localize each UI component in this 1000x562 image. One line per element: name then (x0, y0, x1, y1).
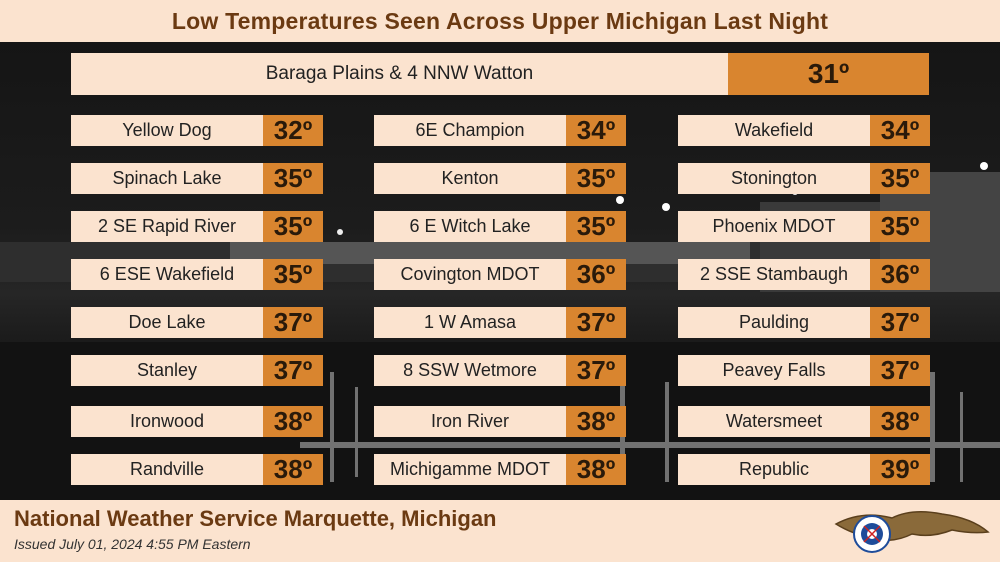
station-name: Watersmeet (678, 406, 870, 437)
station-row: Kenton 35º (374, 163, 626, 194)
station-name: Doe Lake (71, 307, 263, 338)
station-temp: 38º (263, 406, 323, 437)
station-temp: 39º (870, 454, 930, 485)
station-name: Kenton (374, 163, 566, 194)
station-temp: 32º (263, 115, 323, 146)
station-row: 6 ESE Wakefield 35º (71, 259, 323, 290)
station-row: Republic 39º (678, 454, 930, 485)
station-temp: 37º (263, 307, 323, 338)
station-temp: 35º (566, 211, 626, 242)
office-name: National Weather Service Marquette, Mich… (14, 506, 497, 531)
station-row: Covington MDOT 36º (374, 259, 626, 290)
station-name: 6E Champion (374, 115, 566, 146)
footer: National Weather Service Marquette, Mich… (0, 500, 1000, 562)
station-row: Iron River 38º (374, 406, 626, 437)
station-row: Yellow Dog 32º (71, 115, 323, 146)
station-row: Peavey Falls 37º (678, 355, 930, 386)
station-temp: 37º (870, 355, 930, 386)
station-row: 2 SE Rapid River 35º (71, 211, 323, 242)
station-temp: 34º (870, 115, 930, 146)
station-name: Stonington (678, 163, 870, 194)
station-name: Republic (678, 454, 870, 485)
station-row: 8 SSW Wetmore 37º (374, 355, 626, 386)
station-temp: 38º (566, 406, 626, 437)
station-temp: 37º (566, 355, 626, 386)
page-title: Low Temperatures Seen Across Upper Michi… (171, 7, 829, 34)
station-temp: 35º (263, 163, 323, 194)
station-name: 1 W Amasa (374, 307, 566, 338)
station-row: 6 E Witch Lake 35º (374, 211, 626, 242)
station-row: Michigamme MDOT 38º (374, 454, 626, 485)
station-name: Ironwood (71, 406, 263, 437)
station-name: 6 ESE Wakefield (71, 259, 263, 290)
station-row: Paulding 37º (678, 307, 930, 338)
station-row: 1 W Amasa 37º (374, 307, 626, 338)
station-name: Paulding (678, 307, 870, 338)
station-temp: 35º (263, 259, 323, 290)
station-temp: 35º (870, 163, 930, 194)
nws-logo-icon (834, 511, 990, 553)
station-temp: 38º (870, 406, 930, 437)
station-name: 2 SSE Stambaugh (678, 259, 870, 290)
station-row: Randville 38º (71, 454, 323, 485)
station-temp: 37º (566, 307, 626, 338)
station-name: 6 E Witch Lake (374, 211, 566, 242)
station-name: Phoenix MDOT (678, 211, 870, 242)
background-photo: Baraga Plains & 4 NNW Watton 31º Yellow … (0, 42, 1000, 500)
station-row: Phoenix MDOT 35º (678, 211, 930, 242)
station-name: Iron River (374, 406, 566, 437)
station-temp: 38º (566, 454, 626, 485)
station-temp: 36º (566, 259, 626, 290)
station-row: 6E Champion 34º (374, 115, 626, 146)
title-bar: Low Temperatures Seen Across Upper Michi… (0, 0, 1000, 42)
station-row: Ironwood 38º (71, 406, 323, 437)
station-row: 2 SSE Stambaugh 36º (678, 259, 930, 290)
station-row: Watersmeet 38º (678, 406, 930, 437)
station-name: Covington MDOT (374, 259, 566, 290)
station-temp: 37º (263, 355, 323, 386)
station-temp: 38º (263, 454, 323, 485)
station-name: 2 SE Rapid River (71, 211, 263, 242)
station-temp: 35º (263, 211, 323, 242)
station-row: Stonington 35º (678, 163, 930, 194)
station-name: Yellow Dog (71, 115, 263, 146)
station-temp: 37º (870, 307, 930, 338)
station-row: Spinach Lake 35º (71, 163, 323, 194)
station-name: Wakefield (678, 115, 870, 146)
station-row: Stanley 37º (71, 355, 323, 386)
station-name: Randville (71, 454, 263, 485)
station-name: Baraga Plains & 4 NNW Watton (71, 53, 728, 95)
station-name: Stanley (71, 355, 263, 386)
station-temp: 31º (728, 53, 929, 95)
station-name: Peavey Falls (678, 355, 870, 386)
station-name: 8 SSW Wetmore (374, 355, 566, 386)
lowest-temp-row: Baraga Plains & 4 NNW Watton 31º (71, 53, 929, 95)
station-temp: 36º (870, 259, 930, 290)
station-temp: 34º (566, 115, 626, 146)
station-name: Michigamme MDOT (374, 454, 566, 485)
station-temp: 35º (566, 163, 626, 194)
station-temp: 35º (870, 211, 930, 242)
station-row: Wakefield 34º (678, 115, 930, 146)
issued-timestamp: Issued July 01, 2024 4:55 PM Eastern (14, 536, 251, 552)
station-name: Spinach Lake (71, 163, 263, 194)
station-row: Doe Lake 37º (71, 307, 323, 338)
